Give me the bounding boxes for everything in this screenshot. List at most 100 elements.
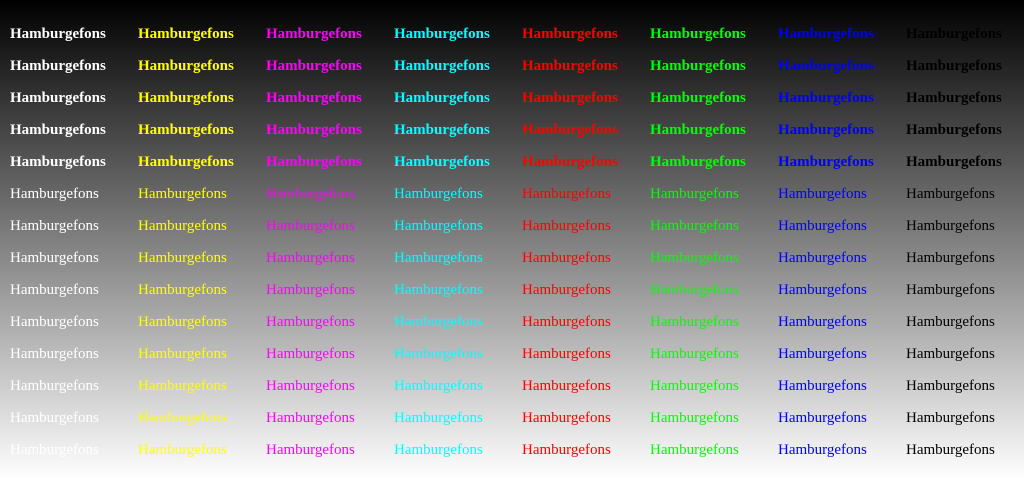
sample-text-blue-row-9: Hamburgefons [778, 282, 867, 298]
sample-text-blue-row-1: Hamburgefons [778, 26, 874, 42]
sample-text-red-row-1: Hamburgefons [522, 26, 618, 42]
sample-text-blue-row-13: Hamburgefons [778, 410, 867, 426]
sample-text-blue-row-4: Hamburgefons [778, 122, 874, 138]
sample-text-cyan-row-14: Hamburgefons [394, 442, 483, 458]
sample-text-black-row-12: Hamburgefons [906, 378, 995, 394]
sample-text-magenta-row-14: Hamburgefons [266, 442, 355, 458]
sample-text-red-row-7: Hamburgefons [522, 218, 611, 234]
sample-text-red-row-6: Hamburgefons [522, 186, 611, 202]
sample-text-black-row-5: Hamburgefons [906, 154, 1002, 170]
sample-text-green-row-5: Hamburgefons [650, 154, 746, 170]
sample-text-magenta-row-1: Hamburgefons [266, 26, 362, 42]
sample-text-green-row-8: Hamburgefons [650, 250, 739, 266]
sample-text-green-row-14: Hamburgefons [650, 442, 739, 458]
sample-text-black-row-7: Hamburgefons [906, 218, 995, 234]
sample-text-red-row-3: Hamburgefons [522, 90, 618, 106]
sample-text-black-row-14: Hamburgefons [906, 442, 995, 458]
sample-text-white-row-1: Hamburgefons [10, 26, 106, 42]
sample-text-cyan-row-4: Hamburgefons [394, 122, 490, 138]
sample-text-cyan-row-3: Hamburgefons [394, 90, 490, 106]
sample-text-red-row-5: Hamburgefons [522, 154, 618, 170]
sample-text-yellow-row-9: Hamburgefons [138, 282, 227, 298]
sample-text-yellow-row-5: Hamburgefons [138, 154, 234, 170]
sample-text-white-row-9: Hamburgefons [10, 282, 99, 298]
sample-text-black-row-1: Hamburgefons [906, 26, 1002, 42]
sample-text-cyan-row-7: Hamburgefons [394, 218, 483, 234]
sample-text-yellow-row-8: Hamburgefons [138, 250, 227, 266]
sample-text-black-row-4: Hamburgefons [906, 122, 1002, 138]
sample-text-red-row-10: Hamburgefons [522, 314, 611, 330]
sample-text-black-row-6: Hamburgefons [906, 186, 995, 202]
sample-text-black-row-13: Hamburgefons [906, 410, 995, 426]
sample-text-white-row-11: Hamburgefons [10, 346, 99, 362]
sample-text-cyan-row-10: Hamburgefons [394, 314, 483, 330]
sample-text-cyan-row-2: Hamburgefons [394, 58, 490, 74]
sample-text-white-row-8: Hamburgefons [10, 250, 99, 266]
sample-text-blue-row-3: Hamburgefons [778, 90, 874, 106]
sample-text-magenta-row-11: Hamburgefons [266, 346, 355, 362]
sample-text-white-row-14: Hamburgefons [10, 442, 99, 458]
sample-text-red-row-12: Hamburgefons [522, 378, 611, 394]
sample-text-magenta-row-7: Hamburgefons [266, 218, 355, 234]
sample-text-red-row-14: Hamburgefons [522, 442, 611, 458]
sample-text-yellow-row-1: Hamburgefons [138, 26, 234, 42]
sample-text-red-row-9: Hamburgefons [522, 282, 611, 298]
sample-text-magenta-row-10: Hamburgefons [266, 314, 355, 330]
sample-text-yellow-row-4: Hamburgefons [138, 122, 234, 138]
sample-text-white-row-3: Hamburgefons [10, 90, 106, 106]
sample-text-magenta-row-6: Hamburgefons [266, 186, 355, 202]
sample-text-yellow-row-7: Hamburgefons [138, 218, 227, 234]
sample-text-magenta-row-8: Hamburgefons [266, 250, 355, 266]
sample-text-black-row-10: Hamburgefons [906, 314, 995, 330]
sample-text-magenta-row-5: Hamburgefons [266, 154, 362, 170]
sample-text-green-row-10: Hamburgefons [650, 314, 739, 330]
sample-text-yellow-row-14: Hamburgefons [138, 442, 227, 458]
sample-text-yellow-row-6: Hamburgefons [138, 186, 227, 202]
sample-text-cyan-row-9: Hamburgefons [394, 282, 483, 298]
sample-text-yellow-row-13: Hamburgefons [138, 410, 227, 426]
sample-text-green-row-12: Hamburgefons [650, 378, 739, 394]
sample-text-blue-row-10: Hamburgefons [778, 314, 867, 330]
sample-text-blue-row-12: Hamburgefons [778, 378, 867, 394]
sample-text-blue-row-6: Hamburgefons [778, 186, 867, 202]
sample-text-red-row-11: Hamburgefons [522, 346, 611, 362]
sample-text-green-row-1: Hamburgefons [650, 26, 746, 42]
sample-text-green-row-7: Hamburgefons [650, 218, 739, 234]
sample-text-cyan-row-11: Hamburgefons [394, 346, 483, 362]
sample-text-cyan-row-5: Hamburgefons [394, 154, 490, 170]
sample-text-cyan-row-8: Hamburgefons [394, 250, 483, 266]
sample-text-white-row-2: Hamburgefons [10, 58, 106, 74]
sample-text-blue-row-8: Hamburgefons [778, 250, 867, 266]
sample-text-green-row-9: Hamburgefons [650, 282, 739, 298]
sample-text-blue-row-7: Hamburgefons [778, 218, 867, 234]
sample-text-green-row-4: Hamburgefons [650, 122, 746, 138]
sample-text-black-row-9: Hamburgefons [906, 282, 995, 298]
sample-text-blue-row-5: Hamburgefons [778, 154, 874, 170]
sample-text-magenta-row-3: Hamburgefons [266, 90, 362, 106]
sample-text-white-row-13: Hamburgefons [10, 410, 99, 426]
text-sample-grid: Hamburgefons Hamburgefons Hamburgefons Hamb… [10, 23, 1024, 471]
sample-text-white-row-10: Hamburgefons [10, 314, 99, 330]
sample-text-yellow-row-12: Hamburgefons [138, 378, 227, 394]
sample-text-red-row-13: Hamburgefons [522, 410, 611, 426]
sample-text-black-row-11: Hamburgefons [906, 346, 995, 362]
sample-text-red-row-8: Hamburgefons [522, 250, 611, 266]
sample-text-white-row-12: Hamburgefons [10, 378, 99, 394]
sample-text-cyan-row-13: Hamburgefons [394, 410, 483, 426]
sample-text-magenta-row-2: Hamburgefons [266, 58, 362, 74]
sample-text-magenta-row-13: Hamburgefons [266, 410, 355, 426]
sample-text-red-row-4: Hamburgefons [522, 122, 618, 138]
sample-text-magenta-row-4: Hamburgefons [266, 122, 362, 138]
sample-text-white-row-5: Hamburgefons [10, 154, 106, 170]
sample-text-cyan-row-12: Hamburgefons [394, 378, 483, 394]
sample-text-yellow-row-2: Hamburgefons [138, 58, 234, 74]
sample-text-green-row-2: Hamburgefons [650, 58, 746, 74]
sample-text-red-row-2: Hamburgefons [522, 58, 618, 74]
sample-text-blue-row-11: Hamburgefons [778, 346, 867, 362]
sample-text-yellow-row-11: Hamburgefons [138, 346, 227, 362]
sample-text-black-row-8: Hamburgefons [906, 250, 995, 266]
sample-text-blue-row-14: Hamburgefons [778, 442, 867, 458]
sample-text-cyan-row-6: Hamburgefons [394, 186, 483, 202]
sample-text-magenta-row-9: Hamburgefons [266, 282, 355, 298]
sample-text-magenta-row-12: Hamburgefons [266, 378, 355, 394]
